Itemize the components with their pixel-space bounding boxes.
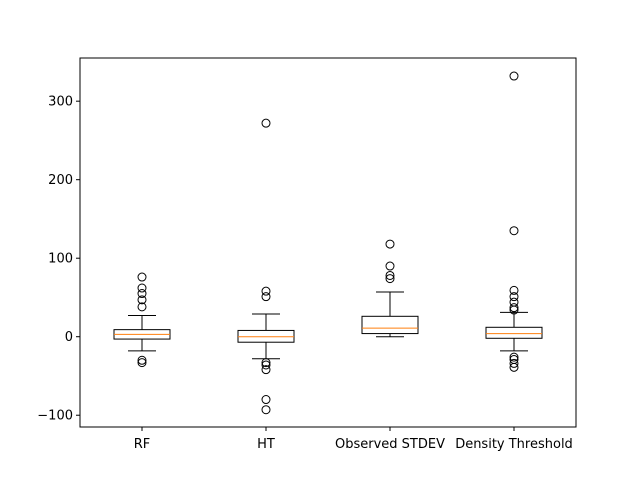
outlier-point (509, 303, 519, 313)
outlier-point (261, 405, 271, 415)
outlier-point (385, 239, 395, 249)
y-tick-label: −100 (37, 409, 73, 424)
outlier-point (261, 292, 271, 302)
iqr-box (361, 315, 419, 335)
outlier-point (509, 285, 519, 295)
y-axis: −100 0 100 200 300 (37, 95, 80, 424)
y-tick-label: 200 (48, 173, 73, 188)
y-tick-label: 0 (65, 330, 73, 345)
outlier-point (509, 292, 519, 302)
outlier-point (509, 362, 519, 372)
outlier-point (509, 352, 519, 362)
outlier-point (385, 270, 395, 280)
outlier-point (261, 365, 271, 375)
outlier-point (137, 289, 147, 299)
plot-frame (79, 57, 577, 428)
outlier-point (261, 360, 271, 370)
x-tick-label: HT (257, 437, 275, 452)
outlier-point (261, 118, 271, 128)
box-group (113, 272, 171, 368)
box-group (237, 118, 295, 415)
x-tick-label: RF (134, 437, 151, 452)
box-group (485, 71, 543, 372)
outlier-point (137, 283, 147, 293)
outlier-point (509, 71, 519, 81)
outlier-point (509, 226, 519, 236)
y-tick-label: 100 (48, 252, 73, 267)
outlier-point (385, 274, 395, 284)
x-tick-label: Observed STDEV (335, 437, 445, 452)
x-axis: RF HT Observed STDEV Density Threshold (134, 427, 573, 452)
outlier-point (509, 305, 519, 315)
outlier-point (137, 355, 147, 365)
iqr-box (485, 326, 543, 339)
outlier-point (137, 295, 147, 305)
x-tick-label: Density Threshold (455, 437, 573, 452)
outlier-point (385, 261, 395, 271)
box-group (361, 239, 419, 338)
outlier-point (261, 358, 271, 368)
y-tick-label: 300 (48, 95, 73, 110)
chart-marks (113, 71, 543, 415)
outlier-point (137, 272, 147, 282)
outlier-point (137, 302, 147, 312)
outlier-point (509, 358, 519, 368)
outlier-point (261, 286, 271, 296)
outlier-point (137, 358, 147, 368)
outlier-point (261, 395, 271, 405)
